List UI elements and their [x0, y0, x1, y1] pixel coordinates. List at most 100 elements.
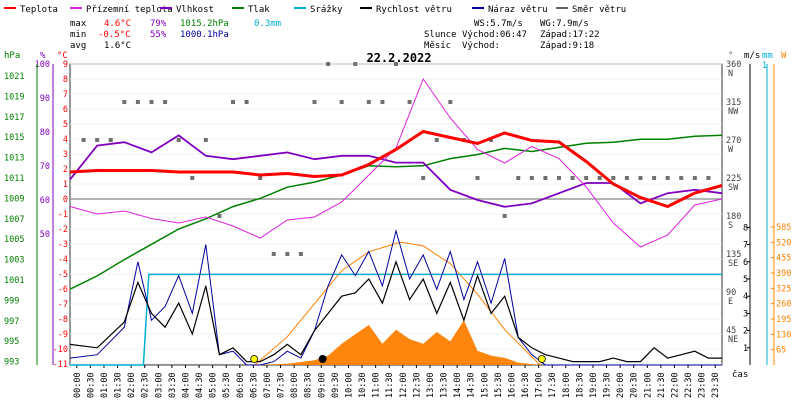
tick-hpa: 997: [4, 317, 19, 327]
chart-title: 22.2.2022: [366, 51, 431, 65]
legend: Teplota Přízemní teplota Vlhkost Tlak Srážky…: [4, 5, 626, 15]
tick-direction-deg: 270: [726, 136, 741, 146]
tick-direction-dir: W: [728, 145, 734, 155]
tick-x: 19:30: [603, 372, 613, 398]
series-pressure: [69, 134, 723, 290]
tick-celsius: 6: [63, 105, 68, 115]
legend-label: Rychlost větru: [376, 5, 452, 15]
tick-x: 08:00: [290, 372, 300, 398]
tick-x: 03:00: [154, 372, 164, 398]
tick-x: 00:00: [73, 372, 83, 398]
wind-ws: WS:5.7m/s: [474, 19, 523, 29]
point-wind-direction: [692, 176, 697, 180]
point-wind-direction: [203, 138, 208, 142]
legend-label: Srážky: [310, 5, 343, 15]
moon-rise: Východ:: [462, 41, 500, 51]
tick-mm: 1: [762, 61, 767, 71]
point-wind-direction: [557, 176, 561, 180]
tick-x: 10:30: [358, 372, 368, 398]
tick-celsius: -5: [58, 270, 68, 280]
tick-celsius: 7: [63, 90, 68, 100]
tick-hpa: 1005: [4, 235, 24, 245]
point-wind-direction: [149, 100, 154, 104]
legend-item: Srážky: [294, 5, 343, 15]
tick-x: 04:30: [195, 372, 205, 398]
tick-hpa: 1011: [4, 174, 24, 184]
tick-x: 07:00: [263, 372, 273, 398]
tick-hpa: 1003: [4, 256, 24, 266]
tick-x: 23:30: [711, 372, 721, 398]
tick-x: 07:30: [277, 372, 287, 398]
tick-percent: 70: [40, 162, 50, 172]
tick-x: 12:30: [412, 372, 422, 398]
tick-direction-dir: N: [728, 69, 733, 79]
point-wind-direction: [312, 100, 317, 104]
tick-direction-dir: NW: [728, 107, 739, 117]
tick-celsius: 4: [63, 135, 68, 145]
point-wind-direction: [543, 176, 548, 180]
tick-watt: 390: [776, 269, 791, 279]
legend-item: Přízemní teplota: [70, 5, 173, 15]
tick-hpa: 1007: [4, 215, 24, 225]
tick-watt: 520: [776, 238, 791, 248]
stats-max-rain: 0.3mm: [254, 19, 281, 29]
point-wind-direction: [135, 100, 140, 104]
tick-x: 05:00: [209, 372, 219, 398]
point-wind-direction: [584, 176, 589, 180]
tick-hpa: 1015: [4, 133, 24, 143]
stats-block: max 4.6°C 79% 1015.2hPa 0.3mm min -0.5°C…: [70, 19, 600, 51]
tick-ms: 4: [743, 292, 748, 302]
tick-x: 15:30: [494, 372, 504, 398]
tick-x: 16:30: [521, 372, 531, 398]
point-wind-direction: [597, 176, 602, 180]
point-wind-direction: [407, 100, 412, 104]
tick-celsius: -6: [58, 285, 68, 295]
axis-x-label: čas: [732, 369, 748, 380]
tick-x: 11:30: [385, 372, 395, 398]
point-wind-direction: [176, 138, 181, 142]
tick-x: 08:30: [304, 372, 314, 398]
tick-hpa: 1017: [4, 113, 24, 123]
tick-x: 06:30: [249, 372, 259, 398]
tick-ms: 6: [743, 258, 748, 268]
moonset-marker: [318, 355, 327, 363]
tick-celsius: -1: [58, 210, 68, 220]
moon-set: Západ:9:18: [540, 41, 594, 51]
tick-celsius: -8: [58, 315, 68, 325]
point-wind-direction: [706, 176, 711, 180]
sun-set: Západ:17:22: [540, 30, 600, 40]
axis-mm-label: mm: [762, 51, 773, 61]
point-wind-direction: [624, 176, 629, 180]
tick-hpa: 999: [4, 296, 19, 306]
series-wind-speed: [69, 259, 722, 363]
tick-hpa: 1013: [4, 154, 24, 164]
tick-watt: 260: [776, 300, 791, 310]
tick-percent: 100: [35, 60, 50, 70]
series-rain: [70, 273, 722, 366]
tick-x: 09:00: [317, 372, 327, 398]
axis-percent-label: %: [40, 51, 46, 61]
sun-rise: Východ:06:47: [462, 30, 527, 40]
tick-percent: 90: [40, 94, 50, 104]
series-solar-area: [254, 320, 540, 365]
legend-label: Přízemní teplota: [86, 5, 173, 15]
point-wind-direction: [434, 138, 439, 142]
tick-direction-deg: 315: [726, 98, 741, 108]
tick-x: 12:00: [399, 372, 409, 398]
tick-direction-deg: 360: [726, 60, 741, 70]
tick-percent: 60: [40, 196, 50, 206]
tick-watt: 65: [776, 346, 786, 356]
tick-x: 18:30: [575, 372, 585, 398]
point-wind-direction: [122, 100, 127, 104]
stats-min-press: 1000.1hPa: [180, 30, 229, 40]
point-wind-direction: [190, 176, 195, 180]
tick-celsius: -4: [58, 255, 68, 265]
point-wind-direction: [380, 100, 385, 104]
tick-celsius: -2: [58, 225, 68, 235]
stats-max-label: max: [70, 19, 87, 29]
axis-direction-label: °: [728, 51, 733, 61]
point-wind-direction: [163, 100, 168, 104]
wind-wg: WG:7.9m/s: [540, 19, 589, 29]
plot-area: [69, 62, 723, 366]
